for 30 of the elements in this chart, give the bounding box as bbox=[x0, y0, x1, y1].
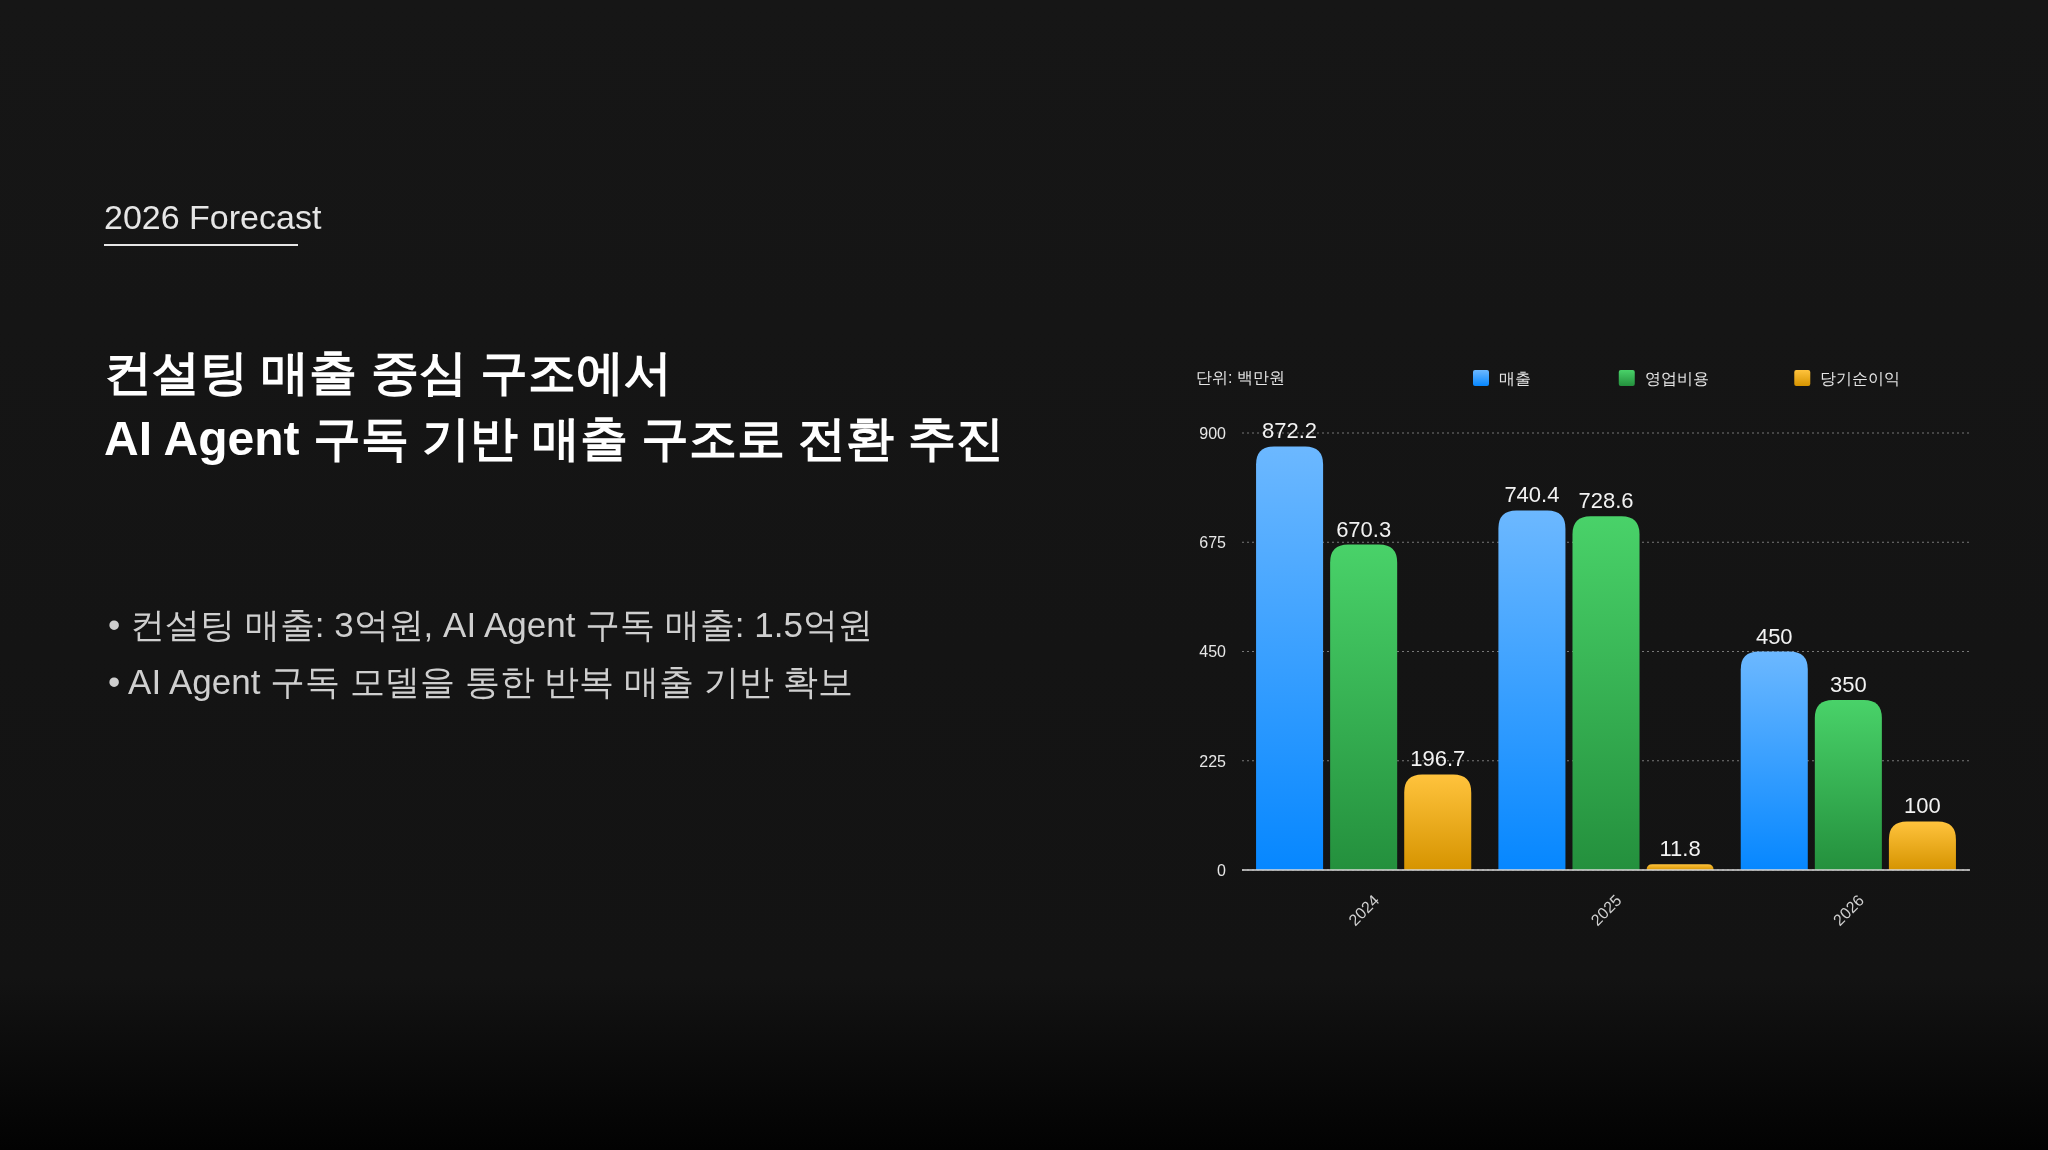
data-label: 450 bbox=[1755, 623, 1793, 649]
data-label: 196.7 bbox=[1410, 746, 1466, 772]
y-tick-label: 675 bbox=[1199, 534, 1227, 552]
y-tick-label: 0 bbox=[1217, 861, 1227, 879]
bar bbox=[1256, 446, 1324, 870]
y-tick-label: 225 bbox=[1199, 752, 1227, 770]
bar bbox=[1740, 651, 1808, 870]
data-label: 100 bbox=[1904, 793, 1941, 819]
data-label: 350 bbox=[1829, 672, 1867, 698]
data-label: 11.8 bbox=[1659, 836, 1701, 862]
y-tick-label: 450 bbox=[1199, 643, 1227, 661]
y-axis-title: 단위: 백만원 bbox=[1196, 369, 1285, 386]
text: 2026 Forecast bbox=[104, 198, 322, 236]
data-label: 872.2 bbox=[1262, 418, 1318, 444]
text: • AI Agent 구독 모델을 통한 반복 매출 기반 확보 bbox=[108, 662, 854, 701]
y-tick-label: 900 bbox=[1199, 424, 1227, 442]
legend-label: 매출 bbox=[1499, 369, 1531, 387]
bar bbox=[1404, 774, 1472, 870]
data-label: 740.4 bbox=[1504, 482, 1560, 508]
data-label: 728.6 bbox=[1578, 488, 1634, 514]
legend-label: 영업비용 bbox=[1644, 369, 1709, 387]
bar bbox=[1572, 516, 1640, 870]
bar bbox=[1888, 821, 1956, 870]
bar bbox=[1330, 544, 1398, 870]
legend-label: 당기순이익 bbox=[1820, 369, 1901, 387]
bar bbox=[1814, 700, 1882, 870]
bar bbox=[1498, 510, 1566, 870]
text: 컨설팅 매출 중심 구조에서 AI Agent 구독 기반 매출 구조로 전환 추진 bbox=[104, 346, 1004, 465]
data-label: 670.3 bbox=[1336, 516, 1392, 542]
text: • 컨설팅 매출: 3억원, AI Agent 구독 매출: 1.5억원 bbox=[108, 605, 873, 644]
